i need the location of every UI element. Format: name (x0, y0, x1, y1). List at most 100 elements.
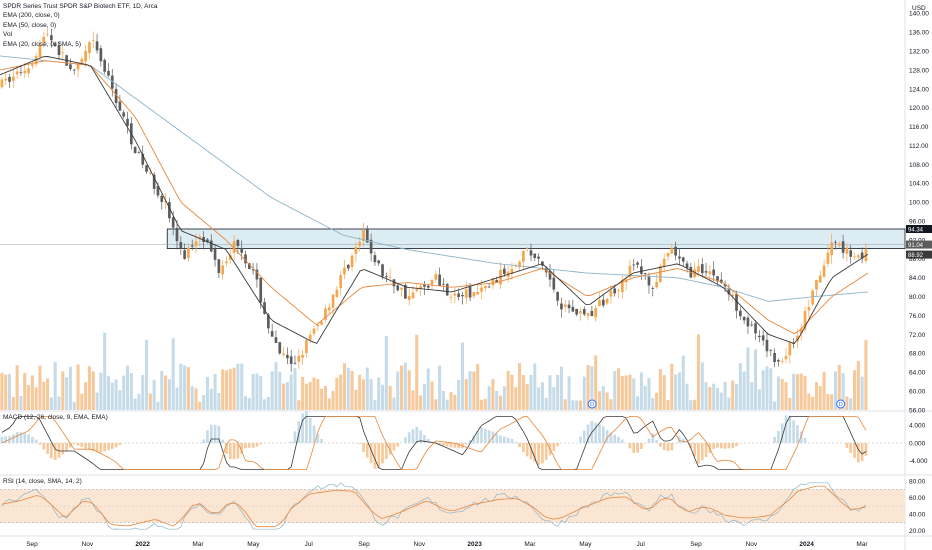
chart-legend: SPDR Series Trust SPDR S&P Biotech ETF, … (3, 2, 158, 49)
volume-bar (666, 400, 670, 410)
volume-bar (38, 365, 42, 410)
volume-legend[interactable]: Vol (3, 31, 13, 39)
macd-histogram-bar (76, 443, 80, 446)
dividend-icon[interactable] (587, 399, 597, 409)
macd-histogram-bar (777, 430, 780, 443)
volume-bar (297, 400, 301, 410)
candle-body (811, 290, 814, 305)
volume-bar (388, 385, 392, 410)
volume-bar (122, 375, 126, 410)
volume-bar (419, 395, 423, 410)
macd-histogram-bar (582, 430, 586, 443)
macd-histogram-bar (392, 443, 396, 451)
volume-bar (590, 366, 594, 410)
volume-bar (837, 364, 841, 410)
price-label-box (906, 224, 932, 233)
macd-histogram-bar (541, 443, 544, 464)
volume-bar (396, 371, 400, 410)
candle-body (305, 340, 308, 353)
candle-body (579, 311, 582, 314)
rsi-title[interactable]: RSI (14, close, SMA, 14, 2) (3, 478, 82, 485)
candle-body (632, 264, 636, 266)
volume-bar (780, 378, 784, 410)
macd-histogram-bar (864, 443, 868, 456)
volume-bar (65, 377, 69, 410)
macd-histogram-bar (480, 427, 483, 443)
volume-bar (422, 384, 426, 410)
ema20-legend[interactable]: EMA (20, close, 0, SMA, 5) (3, 40, 82, 48)
macd-histogram-bar (476, 430, 480, 443)
macd-histogram-bar (628, 443, 632, 449)
rsi-sma-line (1, 485, 866, 528)
price-tick-label: 140.00 (909, 11, 929, 18)
macd-histogram-bar (301, 413, 304, 443)
macd-histogram-bar (503, 436, 506, 443)
volume-bar (658, 369, 662, 410)
dividend-icon[interactable] (836, 399, 846, 409)
volume-bar (331, 391, 335, 410)
macd-histogram-bar (678, 436, 681, 443)
candle-body (605, 298, 609, 304)
volume-bar (251, 373, 255, 410)
volume-bar (285, 382, 289, 410)
price-tick-label: 56.00 (909, 407, 926, 414)
macd-histogram-bar (860, 443, 864, 462)
candle-body (704, 271, 708, 273)
macd-histogram-bar (50, 443, 53, 459)
candle-body (818, 275, 822, 283)
volume-bar (30, 375, 34, 410)
macd-histogram-bar (0, 436, 4, 443)
candle-body (461, 294, 464, 297)
macd-histogram-bar (407, 432, 411, 443)
macd-histogram-bar (312, 425, 316, 443)
candle-body (780, 360, 784, 362)
price-tick-label: 120.00 (909, 105, 929, 112)
macd-histogram-bar (784, 415, 788, 443)
ema200-legend[interactable]: EMA (200, close, 0) (3, 12, 60, 20)
volume-bar (567, 376, 571, 410)
volume-bar (765, 366, 769, 410)
macd-histogram-bar (91, 443, 95, 452)
volume-bar (198, 401, 202, 410)
volume-bar (384, 336, 388, 410)
price-tick-label: 96.00 (909, 218, 926, 225)
volume-bar (339, 374, 343, 410)
candle-body (152, 174, 156, 189)
macd-tick-label: 0.000 (909, 440, 926, 447)
candle-body (426, 285, 430, 288)
candle-body (613, 288, 617, 294)
candle-body (849, 250, 853, 257)
macd-histogram-bar (799, 431, 803, 443)
dividend-label: D (839, 402, 843, 408)
macd-histogram-bar (88, 443, 91, 451)
candle-body (23, 70, 27, 74)
macd-histogram-bar (689, 443, 693, 449)
macd-histogram-bar (217, 425, 221, 443)
candle-body (423, 284, 426, 287)
volume-bar (0, 372, 4, 410)
volume-bar (186, 367, 190, 410)
macd-histogram-bar (685, 442, 689, 443)
volume-bar (818, 386, 822, 410)
symbol-title[interactable]: SPDR Series Trust SPDR S&P Biotech ETF, … (3, 3, 158, 10)
candle-body (255, 269, 259, 280)
volume-bar (156, 401, 160, 410)
candle-body (727, 288, 731, 295)
candle-body (758, 335, 761, 338)
macd-title[interactable]: MACD (12, 26, close, 9, EMA, EMA) (3, 414, 108, 421)
macd-histogram-bar (206, 430, 209, 443)
candle-body (267, 314, 270, 329)
price-labels: 94.34 91.04 88.92 (906, 224, 932, 259)
macd-histogram-bar (57, 443, 61, 458)
macd-histogram-bar (34, 439, 38, 443)
candle-body (346, 264, 350, 269)
volume-bar (27, 385, 31, 410)
volume-bar (457, 379, 461, 410)
volume-bar (487, 386, 491, 410)
ema50-legend[interactable]: EMA (50, close, 0) (3, 21, 57, 29)
volume-bar (773, 401, 777, 410)
time-tick-label: May (579, 541, 592, 548)
